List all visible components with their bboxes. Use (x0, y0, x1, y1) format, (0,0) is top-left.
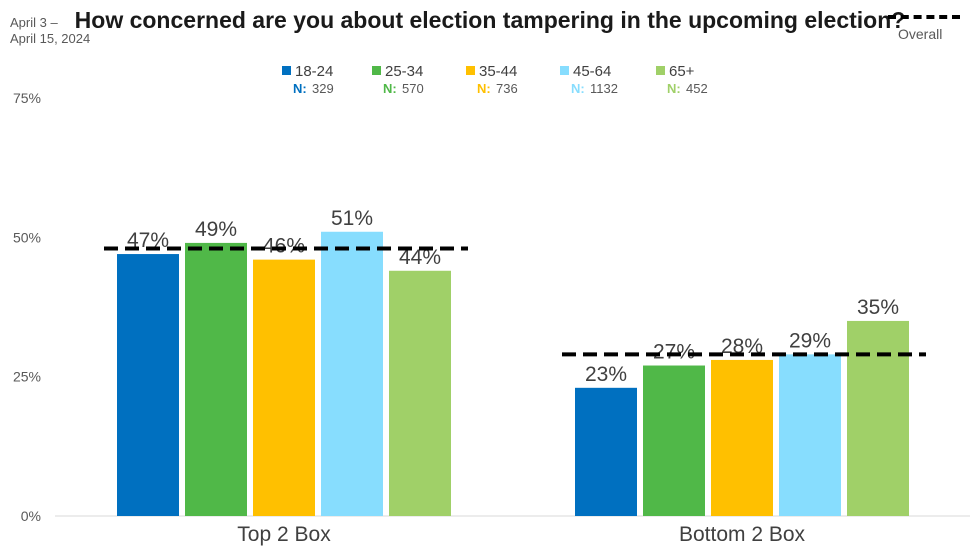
overall-legend-dashed-line (888, 15, 960, 19)
legend-swatch (466, 66, 475, 75)
bar (779, 354, 841, 516)
overall-legend: Overall (888, 12, 968, 44)
legend-n-value: 736 (496, 81, 518, 96)
data-label: 28% (721, 335, 763, 358)
legend-swatch (282, 66, 291, 75)
data-label: 46% (263, 235, 305, 258)
date-range: April 3 – April 15, 2024 (10, 15, 90, 47)
bar (847, 320, 909, 516)
data-label: 44% (399, 246, 441, 269)
data-label: 29% (789, 329, 831, 352)
data-label: 35% (857, 296, 899, 319)
date-line-2: April 15, 2024 (10, 31, 91, 46)
y-tick-label: 75% (13, 90, 41, 106)
legend-n-value: 1132 (590, 81, 618, 96)
data-label: 51% (331, 207, 373, 230)
bar (117, 254, 179, 516)
legend-label: 45-64 (573, 63, 611, 80)
legend-swatch (656, 66, 665, 75)
data-label: 23% (585, 363, 627, 386)
y-tick-label: 25% (13, 369, 41, 385)
data-label: 49% (195, 218, 237, 241)
legend-label: 35-44 (479, 63, 517, 80)
legend-label: 18-24 (295, 63, 333, 80)
category-label: Top 2 Box (237, 523, 331, 546)
bar (321, 231, 383, 516)
bar (185, 242, 247, 516)
legend-label: 25-34 (385, 63, 423, 80)
legend-swatch (560, 66, 569, 75)
legend-n-key: N: (383, 81, 397, 96)
legend-n-key: N: (571, 81, 585, 96)
data-label: 27% (653, 341, 695, 364)
legend-n-value: 452 (686, 81, 708, 96)
date-line-1: April 3 – (10, 15, 58, 30)
legend-n-key: N: (667, 81, 681, 96)
legend-n-value: 570 (402, 81, 424, 96)
bar (389, 270, 451, 516)
bar (253, 259, 315, 516)
overall-legend-label: Overall (898, 26, 943, 42)
bar (575, 387, 637, 516)
legend-swatch (372, 66, 381, 75)
bar (643, 365, 705, 516)
data-label: 47% (127, 229, 169, 252)
category-label: Bottom 2 Box (679, 523, 806, 546)
legend-label: 65+ (669, 63, 695, 80)
legend-n-value: 329 (312, 81, 334, 96)
y-tick-label: 50% (13, 229, 41, 245)
y-tick-label: 0% (21, 508, 41, 524)
chart-title: How concerned are you about election tam… (74, 7, 906, 33)
bar (711, 359, 773, 516)
legend-n-key: N: (477, 81, 491, 96)
legend-n-key: N: (293, 81, 307, 96)
